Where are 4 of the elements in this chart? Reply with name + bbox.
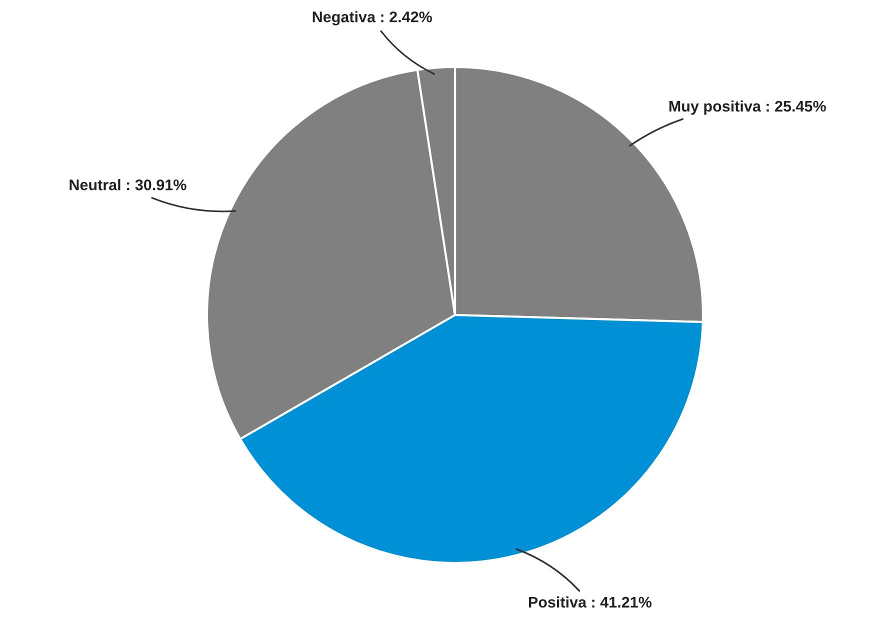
slice-label: Muy positiva : 25.45% [669, 100, 826, 115]
slice-label: Positiva : 41.21% [528, 596, 652, 608]
slice-label: Neutral : 30.91% [70, 179, 186, 190]
slice-label: Negativa : 2.42% [312, 11, 432, 26]
